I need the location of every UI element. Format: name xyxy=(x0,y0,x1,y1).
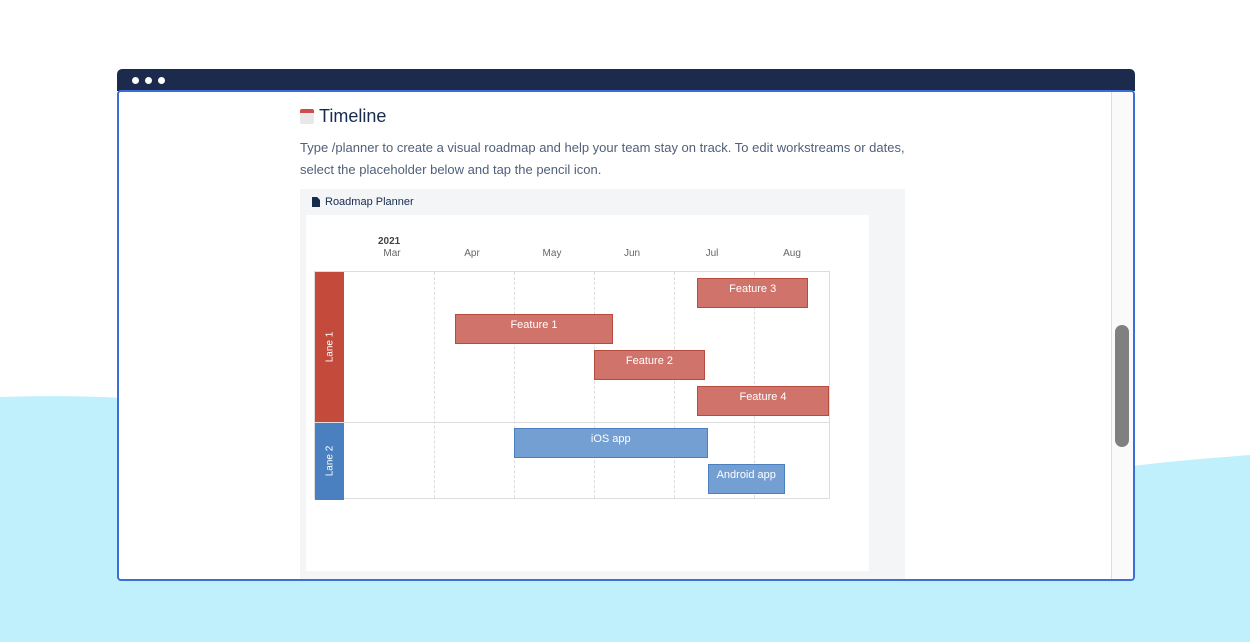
page-content: Timeline Type /planner to create a visua… xyxy=(117,90,1135,581)
lane-label-text: Lane 2 xyxy=(324,445,335,477)
planner-title-text: Roadmap Planner xyxy=(325,196,414,208)
lane-label[interactable]: Lane 2 xyxy=(315,422,344,500)
window-dot-icon[interactable] xyxy=(158,77,165,84)
gantt-bar[interactable]: Feature 2 xyxy=(594,350,705,380)
month-gridline xyxy=(674,272,675,498)
document-icon xyxy=(312,197,320,207)
gantt-bar[interactable]: iOS app xyxy=(514,428,708,458)
gantt-bar[interactable]: Feature 3 xyxy=(697,278,809,308)
month-label: Mar xyxy=(383,248,401,259)
lane-label-text: Lane 1 xyxy=(324,331,335,363)
page-title: Timeline xyxy=(300,106,386,127)
month-label: Apr xyxy=(464,248,480,259)
window-dot-icon[interactable] xyxy=(145,77,152,84)
gantt-bar[interactable]: Android app xyxy=(707,464,785,494)
gantt-bar[interactable]: Feature 4 xyxy=(697,386,829,416)
month-gridline xyxy=(514,272,515,498)
gantt-bar[interactable]: Feature 1 xyxy=(455,314,613,344)
month-label: May xyxy=(542,248,562,259)
page-description: Type /planner to create a visual roadmap… xyxy=(300,140,905,177)
scrollbar[interactable] xyxy=(1111,92,1133,579)
month-gridline xyxy=(754,272,755,498)
calendar-icon xyxy=(300,109,314,124)
lane-divider xyxy=(315,422,829,423)
scrollbar-thumb[interactable] xyxy=(1115,325,1129,447)
month-label: Jun xyxy=(623,248,641,259)
month-gridline xyxy=(594,272,595,498)
month-label: Jul xyxy=(705,248,719,259)
month-label: Aug xyxy=(783,248,801,259)
page-title-text: Timeline xyxy=(319,106,387,126)
month-gridline xyxy=(434,272,435,498)
browser-window: Timeline Type /planner to create a visua… xyxy=(117,69,1135,581)
roadmap-planner[interactable]: Roadmap Planner 2021 Mar Apr May Jun Jul Aug … xyxy=(300,189,905,579)
gantt-grid: Lane 1 Feature 3 Feature 1 Feature 2 Feature… xyxy=(314,271,830,500)
year-label: 2021 xyxy=(378,236,401,247)
planner-canvas: 2021 Mar Apr May Jun Jul Aug Lane 1 Feature 3 F… xyxy=(306,215,869,571)
window-dot-icon[interactable] xyxy=(132,77,139,84)
planner-title: Roadmap Planner xyxy=(312,196,414,208)
window-titlebar xyxy=(117,69,1135,91)
lane-label[interactable]: Lane 1 xyxy=(315,272,344,422)
